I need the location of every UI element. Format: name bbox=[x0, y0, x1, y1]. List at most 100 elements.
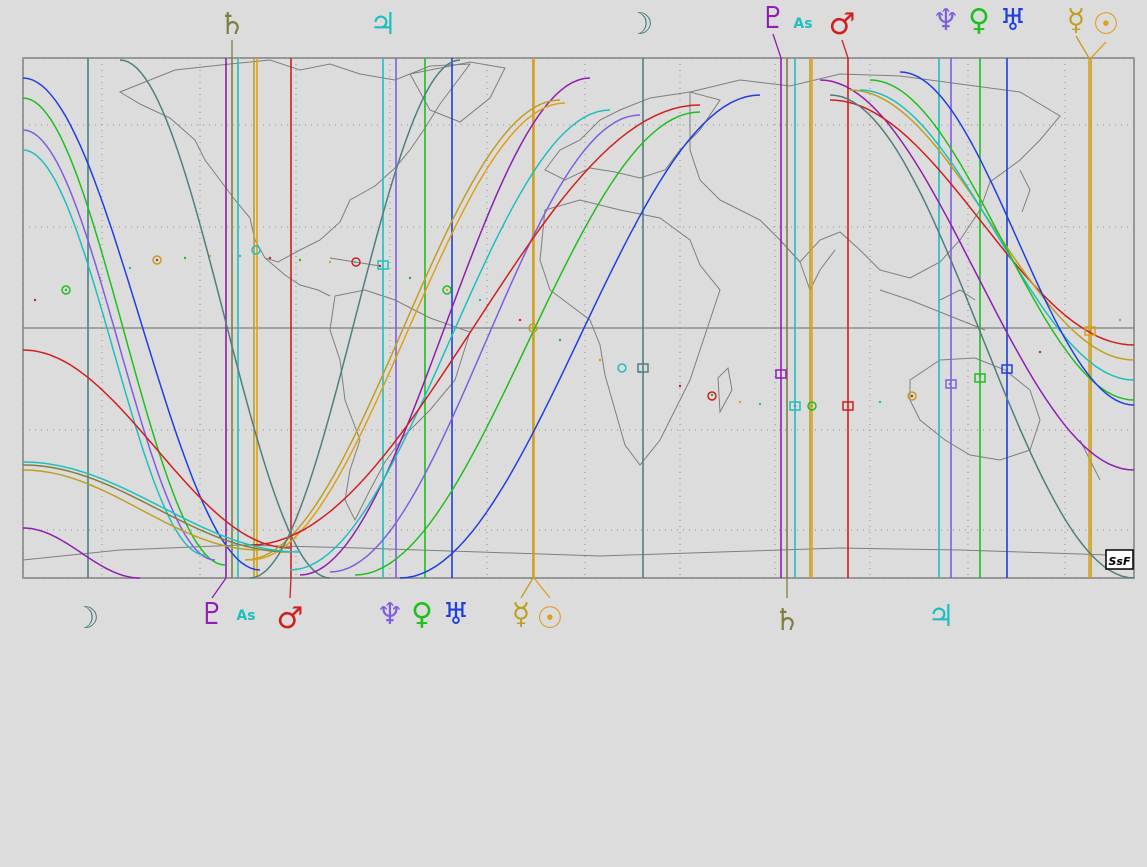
venus-position-marker bbox=[807, 401, 817, 411]
ecliptic-dot bbox=[328, 260, 332, 264]
mars-horizon-line bbox=[22, 349, 291, 549]
mars-position-marker bbox=[707, 391, 717, 401]
uranus-glyph-label: ♅ bbox=[1000, 3, 1027, 38]
ecliptic-dot bbox=[710, 393, 714, 397]
pluto-glyph-label: ♇ bbox=[760, 1, 787, 36]
venus-horizon-line bbox=[354, 111, 701, 576]
mercury-horizon-line bbox=[244, 99, 561, 561]
moon-glyph-label: ☽ bbox=[73, 601, 100, 636]
ecliptic-dot bbox=[445, 288, 449, 292]
venus-horizon-line bbox=[869, 79, 1135, 401]
ecliptic-dot bbox=[1038, 350, 1042, 354]
uranus-horizon-line bbox=[399, 94, 761, 579]
mars-position-marker bbox=[351, 257, 361, 267]
moon-horizon-line bbox=[249, 59, 461, 579]
ecliptic-dot bbox=[758, 402, 762, 406]
neptune-horizon-line bbox=[329, 114, 641, 573]
venus-glyph-label: ♀ bbox=[968, 3, 990, 38]
pluto-position-marker bbox=[775, 369, 787, 379]
neptune-glyph-label: ♆ bbox=[377, 597, 404, 632]
neptune-position-marker bbox=[945, 379, 957, 389]
planet-markers bbox=[61, 245, 1096, 411]
moon-horizon-line bbox=[829, 94, 1135, 579]
venus-horizon-line bbox=[22, 97, 226, 566]
uranus-position-marker bbox=[1001, 364, 1013, 374]
mars-glyph-label: ♂ bbox=[829, 7, 856, 42]
moon-glyph-label: ☽ bbox=[627, 7, 654, 42]
sun-position-marker bbox=[1084, 326, 1096, 336]
jupiter-glyph-label: ♃ bbox=[928, 599, 955, 634]
jupiter-horizon-line bbox=[22, 461, 301, 553]
ecliptic-dot bbox=[183, 256, 187, 260]
jupiter-glyph-label: ♃ bbox=[370, 7, 397, 42]
mercury-horizon-line bbox=[849, 89, 1135, 361]
ecliptic-dot bbox=[1118, 318, 1122, 322]
mercury-position-marker bbox=[152, 255, 162, 265]
jupiter-position-marker bbox=[789, 401, 801, 411]
neptune-glyph-label: ♆ bbox=[933, 3, 960, 38]
mercury-position-marker bbox=[907, 391, 917, 401]
pluto-label-connector bbox=[211, 577, 227, 599]
sun-horizon-line bbox=[249, 102, 566, 561]
mercury-label-connector bbox=[520, 577, 534, 599]
ecliptic-dot bbox=[353, 260, 357, 264]
top-label-row: ♄ ♃ ☽ ♇ As ♂ ♆ ♀ ♅ ☿ ☉ bbox=[219, 1, 1120, 59]
ecliptic-dot bbox=[268, 256, 272, 260]
ascendant-label: As bbox=[793, 16, 812, 32]
saturn-glyph-label: ♄ bbox=[774, 603, 801, 638]
moon-position-marker bbox=[637, 363, 649, 373]
saturn-horizon-line bbox=[22, 464, 291, 553]
ecliptic-dot bbox=[378, 264, 382, 268]
uranus-glyph-label: ♅ bbox=[443, 597, 470, 632]
jupiter-horizon-line bbox=[289, 109, 611, 571]
ecliptic-dot bbox=[738, 400, 742, 404]
ecliptic-dot bbox=[155, 258, 159, 262]
ecliptic-dot bbox=[408, 276, 412, 280]
mars-glyph-label: ♂ bbox=[277, 601, 304, 636]
mars-label-connector bbox=[289, 577, 292, 599]
mars-label-connector bbox=[841, 39, 849, 59]
ecliptic-dot bbox=[128, 266, 132, 270]
mercury-label-connector bbox=[1075, 35, 1090, 59]
pluto-horizon-line bbox=[23, 527, 140, 579]
venus-position-marker bbox=[974, 373, 986, 383]
ecliptic-dot bbox=[910, 394, 914, 398]
uranus-horizon-line bbox=[22, 77, 261, 571]
mercury-glyph-label: ☿ bbox=[1067, 3, 1085, 38]
venus-position-marker bbox=[61, 285, 71, 295]
sun-glyph-label: ☉ bbox=[537, 601, 564, 636]
bottom-label-row: ☽ ♇ As ♂ ♆ ♀ ♅ ☿ ☉ ♄ ♃ bbox=[73, 577, 955, 638]
ecliptic-dot bbox=[518, 318, 522, 322]
ecliptic-dot bbox=[598, 358, 602, 362]
venus-position-marker bbox=[442, 285, 452, 295]
pluto-glyph-label: ♇ bbox=[199, 597, 226, 632]
ecliptic-dot bbox=[478, 298, 482, 302]
sun-glyph-label: ☉ bbox=[1093, 7, 1120, 42]
mars-horizon-line bbox=[249, 104, 701, 546]
pluto-horizon-line bbox=[299, 77, 591, 576]
mercury-glyph-label: ☿ bbox=[512, 597, 530, 632]
venus-glyph-label: ♀ bbox=[411, 597, 433, 632]
planet-lines bbox=[22, 58, 1135, 579]
ecliptic-dot bbox=[33, 298, 37, 302]
mercury-horizon-line bbox=[22, 469, 261, 551]
mars-horizon-line bbox=[829, 99, 1135, 346]
moon-horizon-line bbox=[119, 59, 331, 579]
jupiter-horizon-line bbox=[859, 89, 1135, 381]
mercury-position-marker bbox=[528, 323, 538, 333]
sun-label-connector bbox=[533, 577, 551, 599]
ssf-logo: SsF bbox=[1105, 549, 1134, 570]
sun-label-connector bbox=[1090, 41, 1107, 59]
ecliptic-dot bbox=[64, 288, 68, 292]
pluto-label-connector bbox=[772, 33, 782, 59]
jupiter-position-marker bbox=[617, 363, 627, 373]
ecliptic-dot bbox=[878, 400, 882, 404]
jupiter-position-marker bbox=[377, 260, 389, 270]
ecliptic-dot bbox=[238, 254, 242, 258]
pluto-horizon-line bbox=[819, 79, 1135, 471]
jupiter-position-marker bbox=[251, 245, 261, 255]
ecliptic-dot bbox=[298, 258, 302, 262]
logo-text: SsF bbox=[1109, 555, 1131, 568]
